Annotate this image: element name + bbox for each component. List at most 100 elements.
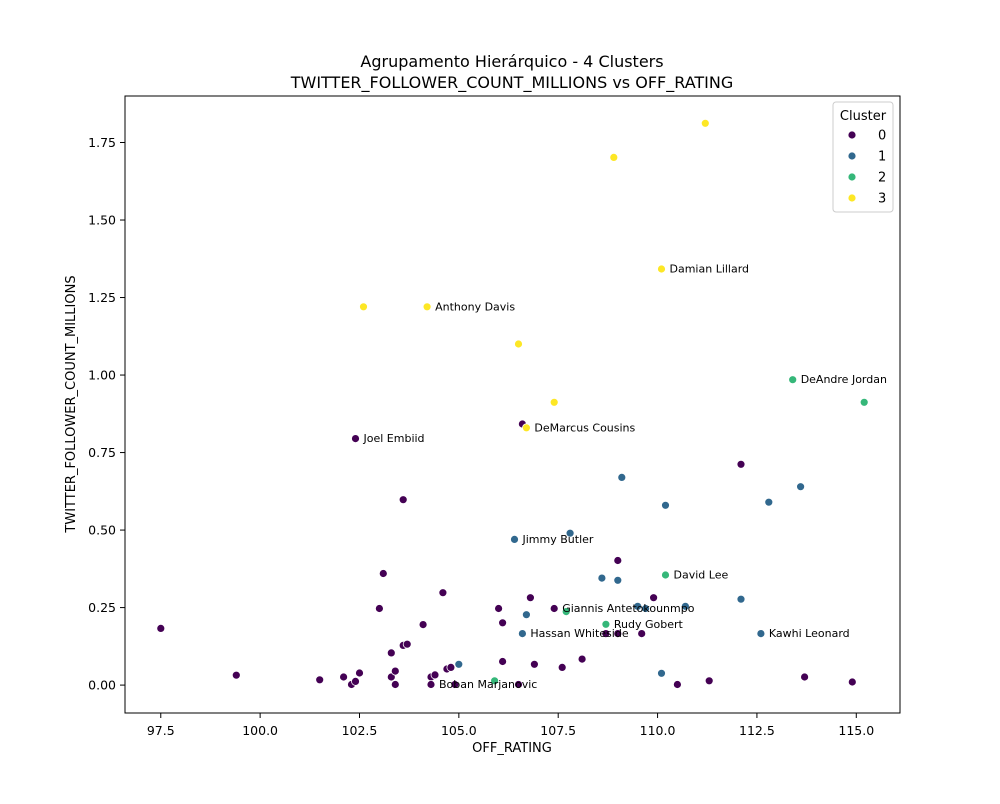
scatter-point [700,118,710,128]
x-tick-label: 97.5 [147,723,175,738]
legend: Cluster 0 1 2 3 [832,101,894,213]
legend-label: 1 [878,150,886,165]
plot-frame [124,95,901,714]
scatter-point [351,434,360,444]
chart-subtitle: TWITTER_FOLLOWER_COUNT_MILLIONS vs OFF_R… [290,73,734,93]
point-annotation: Giannis Antetokounmpo [562,602,695,615]
scatter-point [430,670,440,680]
scatter-point [378,569,388,578]
legend-box [832,101,894,213]
scatter-point [518,629,527,638]
legend-marker [847,172,857,182]
scatter-point [374,604,384,613]
y-tick-label: 0.75 [88,445,116,460]
point-annotation: Boban Marjanovic [439,678,537,691]
scatter-point [847,677,857,687]
scatter-point [494,604,504,613]
scatter-point [609,152,619,162]
scatter-point [315,675,325,685]
scatter-point [418,620,428,629]
scatter-point [402,639,412,649]
scatter-point [522,610,531,620]
x-tick-label: 100.0 [242,723,278,738]
scatter-point [426,680,436,689]
scatter-point [351,677,360,686]
scatter-point [398,495,408,505]
scatter-point [657,668,666,678]
legend-title: Cluster [840,109,887,124]
x-axis-label: OFF_RATING [472,741,552,756]
scatter-point [498,618,508,628]
y-tick-label: 1.25 [88,290,116,305]
scatter-point [673,680,682,689]
scatter-point [390,666,400,676]
legend-label: 2 [878,171,886,186]
scatter-point [549,397,559,407]
scatter-point [633,601,643,611]
scatter-point [231,670,241,680]
scatter-point [422,302,432,312]
scatter-point [446,663,456,672]
scatter-point [522,423,531,433]
scatter-point [510,535,519,544]
y-tick-label: 1.00 [88,368,116,383]
point-annotation: Hassan Whiteside [530,627,628,640]
scatter-point [454,659,464,669]
legend-marker [847,130,857,140]
scatter-point [613,575,623,585]
point-annotation: Joel Embiid [363,432,425,445]
scatter-point [613,556,623,565]
scatter-point [796,482,805,492]
scatter-point [641,604,650,613]
plot-marks: Damian Lillard Anthony Davis DeAndre Jorda… [156,118,887,691]
scatter-point [386,648,396,658]
legend-marker [847,193,857,203]
x-tick-label: 115.0 [838,723,874,738]
scatter-point [549,604,559,613]
legend-label: 3 [878,192,886,207]
y-tick-label: 1.75 [88,135,116,150]
point-annotation: DeAndre Jordan [801,373,887,386]
point-annotation: Damian Lillard [670,263,750,276]
scatter-point [601,629,611,638]
scatter-point [788,375,798,385]
y-tick-label: 0.25 [88,600,116,615]
scatter-point [355,668,364,678]
point-annotation: DeMarcus Cousins [534,421,635,434]
scatter-point [561,607,571,616]
scatter-point [156,624,166,633]
scatter-point [661,500,670,510]
point-annotation: Jimmy Butler [522,533,594,546]
scatter-point [617,472,627,482]
scatter-point [657,264,666,274]
scatter-point [597,573,607,583]
scatter-point [704,676,714,686]
x-axis: 97.5 100.0 102.5 105.0 107.5 110.0 112.5 115.0 [147,713,874,738]
legend-label: 0 [878,129,886,144]
y-axis-label: TWITTER_FOLLOWER_COUNT_MILLIONS [64,275,79,533]
y-axis: 0.00 0.25 0.50 0.75 1.00 1.25 1.50 1.75 [88,135,125,693]
scatter-point [859,397,869,407]
y-tick-label: 0.00 [88,678,116,693]
x-tick-label: 110.0 [640,723,676,738]
scatter-point [649,593,658,603]
scatter-point [637,629,647,638]
x-tick-label: 112.5 [739,723,775,738]
point-annotation: Kawhi Leonard [769,627,850,640]
point-annotation: David Lee [674,569,729,582]
scatter-point [800,672,809,682]
point-annotation: Rudy Gobert [614,618,684,631]
y-tick-label: 1.50 [88,213,116,228]
scatter-point [764,497,774,507]
x-tick-label: 102.5 [342,723,378,738]
scatter-point [530,659,539,669]
legend-marker [847,151,857,161]
chart-title: Agrupamento Hierárquico - 4 Clusters [360,52,663,71]
point-annotation: Anthony Davis [435,300,515,313]
x-tick-label: 105.0 [441,723,477,738]
scatter-point [565,528,575,538]
scatter-point [577,654,587,664]
scatter-point [557,663,567,672]
scatter-point [601,619,611,629]
